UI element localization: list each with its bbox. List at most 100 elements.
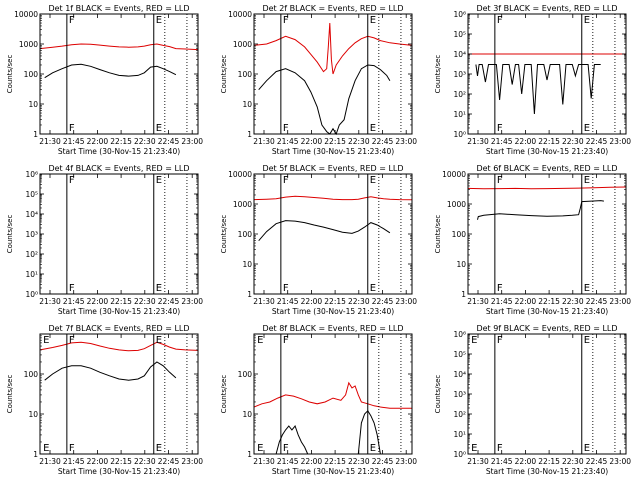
x-tick-label: 22:00 bbox=[301, 137, 323, 146]
x-tick-label: 21:45 bbox=[491, 297, 513, 306]
x-axis-label: Start Time (30-Nov-15 21:23:40) bbox=[272, 147, 394, 156]
event-marker-label: E bbox=[471, 443, 477, 454]
x-tick-label: 23:00 bbox=[181, 137, 203, 146]
plot-frame bbox=[467, 173, 627, 295]
chart-title: Det 9f BLACK = Events, RED = LLD bbox=[476, 324, 617, 333]
x-tick-label: 22:00 bbox=[515, 297, 537, 306]
event-marker-label: E bbox=[584, 15, 590, 26]
chart-panel-1: Det 1f BLACK = Events, RED = LLD F F E E 1 10 1… bbox=[6, 4, 203, 156]
series-lld-line bbox=[467, 186, 627, 190]
x-tick-label: 22:45 bbox=[372, 297, 394, 306]
x-axis-label: Start Time (30-Nov-15 21:23:40) bbox=[58, 147, 180, 156]
x-tick-label: 21:45 bbox=[63, 297, 85, 306]
event-marker-label: F bbox=[497, 175, 503, 186]
x-tick-label: 23:00 bbox=[609, 297, 631, 306]
x-axis-label: Start Time (30-Nov-15 21:23:40) bbox=[486, 467, 608, 476]
chart-title: Det 6f BLACK = Events, RED = LLD bbox=[476, 164, 617, 173]
event-marker-label: E bbox=[471, 335, 477, 346]
event-marker-label: E bbox=[43, 335, 49, 346]
series-events-line bbox=[258, 64, 391, 136]
x-tick-label: 21:45 bbox=[63, 457, 85, 466]
plot-frame bbox=[253, 333, 413, 455]
y-tick-label: 10¹ bbox=[453, 110, 466, 119]
x-tick-label: 23:00 bbox=[395, 297, 417, 306]
x-tick-label: 22:30 bbox=[348, 297, 370, 306]
y-tick-label: 10⁴ bbox=[25, 210, 38, 219]
y-tick-label: 10⁴ bbox=[453, 50, 466, 59]
chart-panel-9: Det 9f BLACK = Events, RED = LLD E E F F E E 10… bbox=[434, 324, 631, 476]
event-marker-label: E bbox=[370, 123, 376, 134]
chart-title: Det 2f BLACK = Events, RED = LLD bbox=[262, 4, 403, 13]
y-axis-label: Counts/sec bbox=[220, 375, 228, 414]
y-tick-label: 10⁵ bbox=[453, 350, 466, 359]
x-tick-label: 23:00 bbox=[395, 137, 417, 146]
x-tick-label: 21:45 bbox=[277, 137, 299, 146]
x-tick-label: 22:00 bbox=[515, 457, 537, 466]
x-tick-label: 22:30 bbox=[348, 457, 370, 466]
x-tick-label: 22:45 bbox=[586, 297, 608, 306]
event-marker-label: E bbox=[370, 335, 376, 346]
y-tick-label: 1 bbox=[247, 290, 252, 299]
chart-panel-2: Det 2f BLACK = Events, RED = LLD F F E E 1 10 1… bbox=[220, 4, 417, 156]
y-tick-label: 1000 bbox=[19, 40, 38, 49]
y-axis-label: Counts/sec bbox=[6, 215, 14, 254]
chart-title: Det 5f BLACK = Events, RED = LLD bbox=[262, 164, 403, 173]
chart-panel-7: Det 7f BLACK = Events, RED = LLDEEFFEE11… bbox=[6, 324, 203, 476]
x-axis-label: Start Time (30-Nov-15 21:23:40) bbox=[58, 307, 180, 316]
y-tick-label: 1000 bbox=[233, 200, 252, 209]
series-events-line bbox=[275, 424, 309, 455]
event-marker-label: E bbox=[584, 283, 590, 294]
y-tick-label: 1000 bbox=[447, 200, 466, 209]
event-marker-label: E bbox=[370, 443, 376, 454]
event-marker-label: F bbox=[283, 335, 289, 346]
series-events-line bbox=[44, 361, 177, 381]
y-tick-label: 10² bbox=[453, 90, 466, 99]
series-lld-line bbox=[39, 341, 199, 352]
y-tick-label: 10 bbox=[242, 410, 252, 419]
series-lld-line bbox=[39, 43, 199, 51]
y-tick-label: 10⁰ bbox=[25, 290, 38, 299]
x-tick-label: 22:00 bbox=[87, 137, 109, 146]
y-tick-label: 10³ bbox=[453, 70, 466, 79]
y-tick-label: 1 bbox=[247, 130, 252, 139]
x-tick-label: 21:45 bbox=[63, 137, 85, 146]
y-tick-label: 10⁰ bbox=[453, 130, 466, 139]
event-marker-label: E bbox=[257, 335, 263, 346]
x-tick-label: 22:15 bbox=[110, 297, 132, 306]
event-marker-label: F bbox=[69, 15, 75, 26]
x-tick-label: 21:30 bbox=[253, 297, 275, 306]
event-marker-label: E bbox=[584, 123, 590, 134]
x-axis-label: Start Time (30-Nov-15 21:23:40) bbox=[486, 147, 608, 156]
plot-frame bbox=[39, 173, 199, 295]
y-tick-label: 10000 bbox=[14, 10, 38, 19]
x-tick-label: 22:15 bbox=[538, 137, 560, 146]
event-marker-label: E bbox=[156, 123, 162, 134]
y-axis-label: Counts/sec bbox=[220, 215, 228, 254]
event-marker-label: F bbox=[283, 283, 289, 294]
y-tick-label: 100 bbox=[452, 230, 467, 239]
x-tick-label: 22:15 bbox=[110, 137, 132, 146]
x-tick-label: 21:45 bbox=[277, 457, 299, 466]
y-tick-label: 10² bbox=[25, 250, 38, 259]
x-tick-label: 21:30 bbox=[253, 457, 275, 466]
chart-panel-3: Det 3f BLACK = Events, RED = LLD F F E E 10⁰ 1… bbox=[434, 4, 631, 156]
event-marker-label: F bbox=[69, 335, 75, 346]
y-tick-label: 10 bbox=[242, 100, 252, 109]
series-lld-line bbox=[253, 195, 413, 201]
y-axis-label: Counts/sec bbox=[434, 375, 442, 414]
event-marker-label: E bbox=[43, 443, 49, 454]
y-axis-label: Counts/sec bbox=[220, 55, 228, 94]
x-tick-label: 22:15 bbox=[324, 137, 346, 146]
series-events-line bbox=[357, 410, 381, 455]
y-tick-label: 1000 bbox=[233, 40, 252, 49]
x-tick-label: 22:00 bbox=[301, 457, 323, 466]
y-tick-label: 10⁵ bbox=[25, 190, 38, 199]
y-tick-label: 10⁶ bbox=[25, 170, 38, 179]
series-lld-line bbox=[253, 22, 413, 75]
y-tick-label: 10 bbox=[28, 100, 38, 109]
event-marker-label: E bbox=[156, 443, 162, 454]
x-tick-label: 21:30 bbox=[39, 457, 61, 466]
event-marker-label: E bbox=[370, 15, 376, 26]
y-tick-label: 100 bbox=[238, 230, 253, 239]
y-tick-label: 1 bbox=[33, 130, 38, 139]
